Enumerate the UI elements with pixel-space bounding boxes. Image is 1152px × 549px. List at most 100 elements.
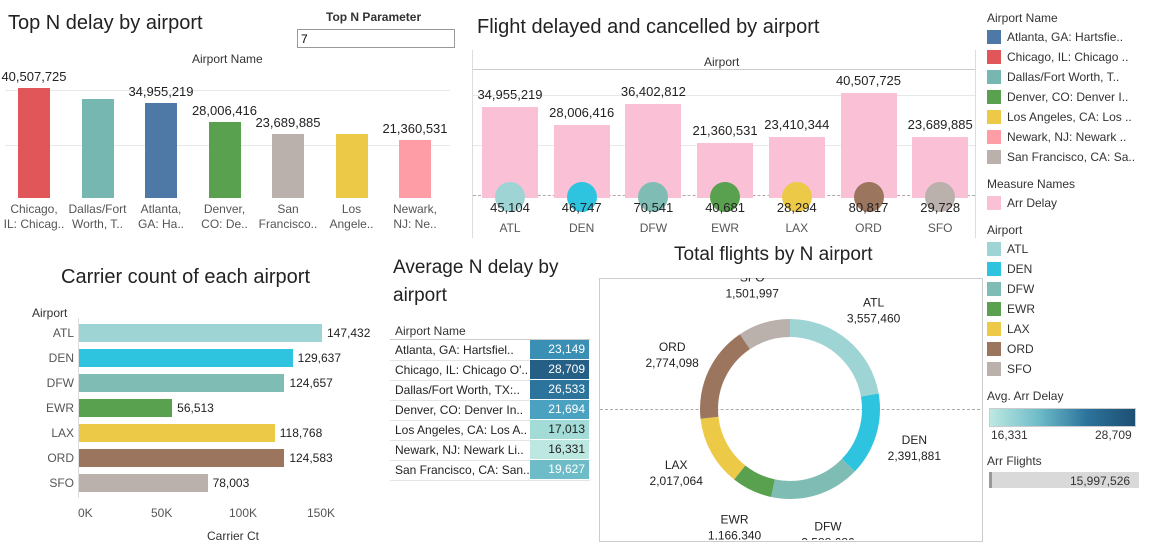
top-n-delay-title: Top N delay by airport [8,12,203,34]
flight-delayed-title: Flight delayed and cancelled by airport [477,16,820,38]
carrier-airport-label: LAX [51,426,74,440]
avg-row-airport-name: Chicago, IL: Chicago O'.. [395,363,529,377]
arr-delay-value: 23,410,344 [764,117,830,133]
donut-slice-name: LAX [665,458,688,472]
carrier-bar[interactable] [79,449,285,467]
donut-slice[interactable] [841,393,880,472]
carrier-tick-100k: 100K [229,506,258,520]
arr-delay-bar[interactable] [840,93,897,198]
legend-airport-name-header: Airport Name [987,11,1058,25]
legend-airport-name-item[interactable]: Los Angeles, CA: Los .. [987,110,1132,128]
legend-swatch [987,50,1001,64]
top-n-category-label: Los Angele.. [329,202,374,231]
cancelled-circle[interactable] [710,182,741,212]
donut-slice-value: 2,774,098 [645,356,699,370]
top-n-bar[interactable] [18,88,50,198]
avg-table-row[interactable]: Atlanta, GA: Hartsfiel.. 23,149 [390,340,590,361]
airport-axis-label: DEN [569,221,595,235]
legend-airport-name-item[interactable]: Atlanta, GA: Hartsfie.. [987,30,1123,48]
carrier-bar-value: 147,432 [327,326,371,340]
legend-airport-item[interactable]: SFO [987,362,1032,380]
donut-slice[interactable] [790,319,879,397]
carrier-bar[interactable] [79,374,285,392]
legend-airport-item[interactable]: EWR [987,302,1035,320]
top-n-category-label: Chicago, IL: Chicag.. [3,202,65,231]
arr-delay-value: 23,689,885 [907,116,973,132]
donut-slice[interactable] [739,319,790,350]
legend-airport-item[interactable]: LAX [987,322,1030,340]
donut-slice[interactable] [734,465,775,497]
donut-slice[interactable] [700,334,750,419]
donut-slice[interactable] [700,416,746,480]
legend-airport-name-item[interactable]: Denver, CO: Denver I.. [987,90,1128,108]
donut-slice-name: DFW [814,519,842,533]
top-n-bar[interactable] [145,103,177,198]
top-n-bar[interactable] [208,121,241,198]
cancelled-value: 40,681 [705,200,745,215]
avg-gradient-max: 28,709 [1095,428,1132,442]
avg-row-airport-name: Newark, NJ: Newark Li.. [395,443,524,457]
avg-table-row[interactable]: Los Angeles, CA: Los A.. 17,013 [390,420,590,441]
airport-axis-label: ORD [855,221,882,235]
top-n-bar[interactable] [335,134,368,198]
arr-delay-value: 28,006,416 [549,105,615,121]
avg-table-row[interactable]: Chicago, IL: Chicago O'.. 28,709 [390,360,590,381]
top-n-parameter-input[interactable] [297,29,455,48]
avg-table-row[interactable]: Denver, CO: Denver In.. 21,694 [390,400,590,421]
carrier-bar-value: 118,768 [279,426,323,440]
arr-delay-value: 34,955,219 [477,87,543,103]
top-n-bar[interactable] [272,133,304,198]
legend-airport-name-item[interactable]: San Francisco, CA: Sa.. [987,150,1135,168]
carrier-bar[interactable] [79,424,275,442]
avg-row-airport-name: Atlanta, GA: Hartsfiel.. [395,343,514,357]
airport-axis-label: DFW [639,221,668,235]
cancelled-value: 80,817 [848,200,889,215]
top-n-bar[interactable] [81,99,114,198]
legend-airport-name-item[interactable]: Newark, NJ: Newark .. [987,130,1126,148]
avg-table-row[interactable]: Dallas/Fort Worth, TX:.. 26,533 [390,380,590,401]
cancelled-circle[interactable] [638,182,669,212]
carrier-tick-50k: 50K [151,506,173,520]
cancelled-circle[interactable] [925,182,956,212]
avg-table-row[interactable]: San Francisco, CA: San.. 19,627 [390,460,590,481]
avg-table-row[interactable]: Newark, NJ: Newark Li.. 16,331 [390,440,590,461]
legend-swatch [987,262,1001,276]
donut-slice[interactable] [771,458,855,499]
carrier-tick-0: 0K [78,506,93,520]
donut-slice-name: ORD [659,340,686,354]
legend-measure-arr-delay[interactable]: Arr Delay [987,196,1057,214]
airport-axis-label: SFO [927,221,953,235]
cancelled-circle[interactable] [781,182,812,212]
carrier-bar[interactable] [79,399,173,417]
arr-delay-value: 36,402,812 [620,83,686,99]
carrier-bar[interactable] [79,324,322,342]
top-n-bar-value: 40,507,725 [1,69,67,84]
airport-axis-label: LAX [785,221,809,235]
cancelled-circle[interactable] [495,182,525,212]
legend-airport-item[interactable]: DFW [987,282,1034,300]
legend-airport-name-item[interactable]: Dallas/Fort Worth, T.. [987,70,1119,88]
avg-row-value: 21,694 [530,400,589,419]
top-n-bar[interactable] [399,139,431,198]
legend-airport-item[interactable]: ATL [987,242,1028,260]
airport-axis-label: ATL [499,221,521,235]
arr-flights-bar [989,472,1139,488]
top-n-delay-chart: 40,507,725 Chicago, IL: Chicag.. Dallas/Fo… [0,60,455,240]
carrier-bar[interactable] [79,349,293,367]
arr-delay-swatch [987,196,1001,210]
cancelled-circle[interactable] [566,182,597,212]
top-n-parameter-label: Top N Parameter [326,10,422,24]
donut-slice-name: SFO [740,278,765,285]
legend-airport-item[interactable]: DEN [987,262,1032,280]
top-n-axis-header: Airport Name [192,52,263,66]
legend-airport-name-item[interactable]: Chicago, IL: Chicago .. [987,50,1128,68]
carrier-airport-label: SFO [49,476,74,490]
avg-row-airport-name: Dallas/Fort Worth, TX:.. [395,383,520,397]
donut-slice-value: 2,588,686 [801,535,855,540]
cancelled-circle[interactable] [853,182,884,212]
carrier-count-chart: ATL 147,432 DEN 129,637 DFW 124,657 EWR 56,513 L… [0,0,400,549]
legend-airport-item[interactable]: ORD [987,342,1034,360]
donut-svg: ATL 3,557,460 DEN 2,391,881 DFW 2,588,686 EWR 1… [645,271,941,549]
carrier-bar[interactable] [79,474,208,492]
legend-swatch [987,30,1001,44]
